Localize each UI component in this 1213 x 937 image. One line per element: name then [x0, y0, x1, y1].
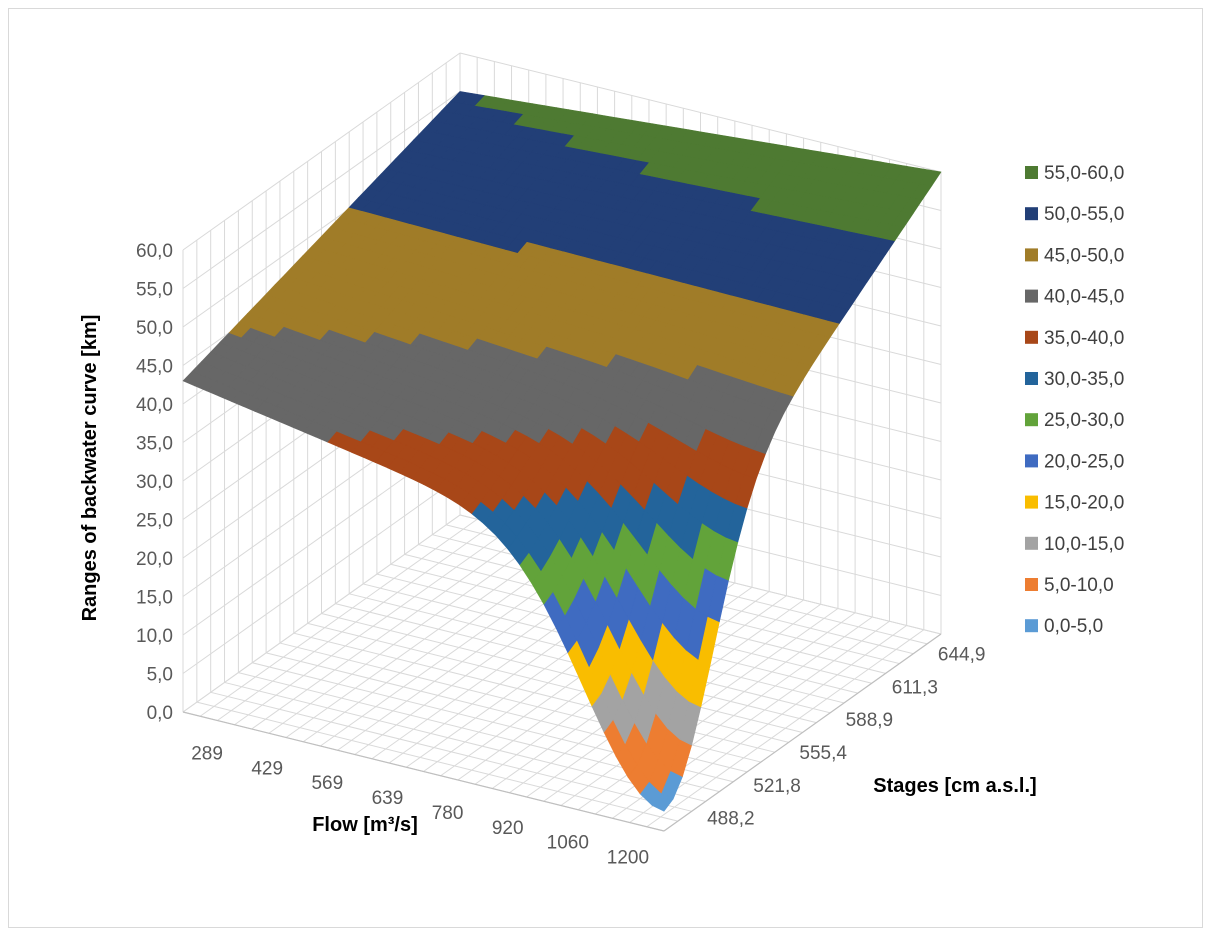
x-axis-line [182, 711, 665, 832]
surface-cell [450, 91, 473, 104]
legend-label: 10,0-15,0 [1044, 534, 1124, 555]
grid-line [321, 613, 803, 733]
grid-line [210, 691, 692, 812]
z-tick-label: 30,0 [136, 472, 173, 493]
legend-swatch [1025, 207, 1038, 221]
legend-label: 45,0-50,0 [1044, 245, 1124, 266]
tick-labels: 0,0 5,0 10,0 15,0 20,0 25,0 30,0 35,0 40,0 45,0 50… [136, 241, 985, 869]
legend-label: 20,0-25,0 [1044, 451, 1124, 472]
legend-label: 35,0-40,0 [1044, 328, 1124, 349]
y-axis-title: Stages [cm a.s.l.] [873, 775, 1036, 797]
y-tick-label: 611,3 [892, 677, 938, 698]
legend-swatch [1025, 413, 1038, 427]
x-tick-label: 429 [251, 758, 283, 779]
legend-label: 25,0-30,0 [1044, 410, 1124, 431]
legend-label: 0,0-5,0 [1044, 616, 1103, 637]
z-tick-label: 60,0 [136, 241, 173, 262]
y-tick-label: 555,4 [799, 743, 847, 764]
x-tick-label: 780 [432, 803, 464, 824]
x-tick-label: 920 [492, 818, 524, 839]
z-tick-label: 50,0 [136, 318, 173, 339]
legend-label: 5,0-10,0 [1044, 575, 1114, 596]
z-tick-label: 25,0 [136, 511, 173, 532]
z-tick-label: 20,0 [136, 549, 173, 570]
legend-swatch [1025, 372, 1038, 385]
y-tick-label: 644,9 [938, 644, 986, 665]
x-tick-label: 569 [311, 773, 343, 794]
legend-label: 55,0-60,0 [1044, 163, 1124, 184]
legend-swatch [1025, 619, 1038, 633]
legend-swatch [1025, 495, 1038, 509]
y-tick-label: 588,9 [846, 710, 894, 731]
legend-swatch [1025, 248, 1038, 262]
grid-line [307, 622, 789, 743]
y-tick-label: 488,2 [707, 809, 755, 830]
legend-label: 15,0-20,0 [1044, 493, 1124, 514]
legend-swatch [1025, 289, 1038, 303]
z-tick-label: 45,0 [136, 357, 173, 378]
z-tick-label: 40,0 [136, 395, 173, 416]
x-tick-label: 639 [372, 788, 404, 809]
legend: 55,0-60,0 50,0-55,0 45,0-50,0 40,0-45,0 35,0… [1025, 163, 1124, 637]
z-tick-label: 10,0 [136, 626, 173, 647]
z-axis-title: Ranges of backwater curve [km] [79, 315, 101, 622]
z-tick-label: 55,0 [136, 280, 173, 301]
x-axis-title: Flow [m³/s] [312, 814, 418, 836]
x-tick-label: 1200 [607, 848, 649, 869]
surface [182, 91, 942, 812]
legend-label: 30,0-35,0 [1044, 369, 1124, 390]
legend-swatch [1025, 454, 1038, 468]
z-tick-label: 35,0 [136, 434, 173, 455]
legend-label: 50,0-55,0 [1044, 204, 1124, 225]
z-tick-label: 0,0 [147, 703, 173, 724]
grid-line [196, 701, 678, 822]
legend-label: 40,0-45,0 [1044, 287, 1124, 308]
legend-swatch [1025, 578, 1038, 591]
y-axis-line [663, 633, 942, 832]
legend-swatch [1025, 536, 1038, 550]
x-tick-label: 1060 [547, 833, 589, 854]
legend-swatch [1025, 166, 1038, 179]
z-tick-label: 5,0 [147, 665, 173, 686]
legend-swatch [1025, 330, 1038, 344]
x-tick-label: 289 [191, 743, 223, 764]
z-tick-label: 15,0 [136, 588, 173, 609]
grid-line [224, 681, 706, 802]
y-tick-label: 521,8 [753, 776, 801, 797]
